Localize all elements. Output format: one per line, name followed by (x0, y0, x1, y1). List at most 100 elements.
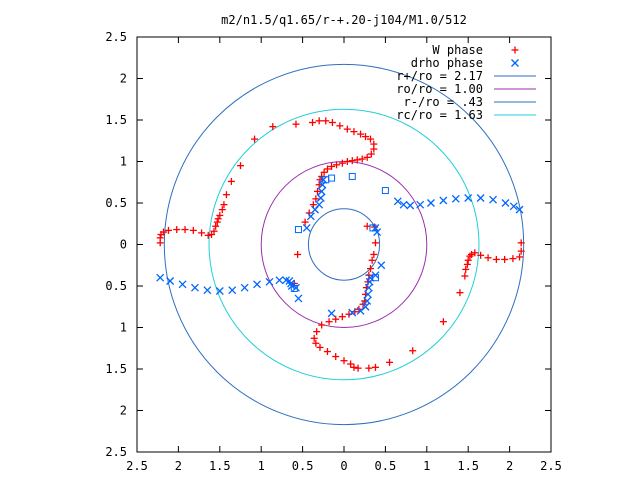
point-s1-22-d2 (364, 290, 372, 299)
point-s1-8-d2 (253, 280, 262, 289)
legend-label-4: r-/ro = .43 (404, 95, 483, 109)
point-s0-96 (466, 252, 474, 260)
point-s0-15 (216, 211, 224, 219)
y-tick-label: 1 (120, 321, 127, 335)
y-tick-label: 2 (120, 72, 127, 86)
point-s0-73 (332, 315, 340, 323)
point-s0-106 (517, 239, 525, 247)
x-tick-label: 0.5 (292, 459, 314, 473)
point-s0-100 (484, 254, 492, 262)
point-s1-11-d2 (282, 276, 290, 285)
point-s0-45 (323, 165, 331, 173)
data-points (156, 117, 525, 372)
point-s0-33 (366, 135, 374, 143)
point-s0-4 (164, 226, 172, 234)
x-tick-label: 2.5 (126, 459, 148, 473)
point-s0-38 (358, 155, 366, 163)
point-s0-81 (332, 353, 340, 361)
x-tick-label: 2.5 (540, 459, 562, 473)
point-s1-50 (515, 205, 524, 214)
point-s1-4 (203, 286, 212, 295)
point-s0-52 (309, 201, 317, 209)
point-s1-50-d2 (515, 205, 524, 214)
point-s0-18 (222, 191, 230, 199)
y-tick-label: 2 (120, 404, 127, 418)
point-s1-27-d2 (377, 261, 386, 270)
point-s1-42-d2 (426, 199, 435, 207)
point-s1-31-d2 (306, 212, 315, 221)
point-s1-16 (294, 294, 303, 303)
point-s1-38-d2 (393, 197, 402, 206)
point-s0-87 (371, 363, 379, 371)
point-s1-6-d2 (228, 286, 237, 295)
point-s0-46 (320, 168, 328, 176)
point-s1-18 (348, 308, 357, 317)
legend-label-0: W phase (432, 43, 483, 57)
point-s1-26-d2 (371, 271, 380, 280)
point-s0-101 (492, 255, 500, 263)
radius-circles (163, 63, 525, 426)
point-s1-3 (191, 283, 199, 292)
point-s2-1 (328, 174, 336, 182)
point-s1-2 (178, 280, 187, 289)
point-s2-7 (371, 274, 379, 282)
point-s1-30-d2 (302, 223, 311, 232)
point-s0-75 (318, 321, 326, 329)
point-s1-20-d2 (361, 302, 370, 311)
point-s1-48-d2 (501, 199, 510, 207)
point-s0-61 (368, 256, 376, 264)
point-s1-17 (327, 309, 336, 318)
point-s1-5-d2 (215, 287, 224, 295)
legend-label-3: ro/ro = 1.00 (396, 82, 483, 96)
point-s1-35 (317, 187, 326, 196)
point-s0-6 (181, 226, 189, 234)
point-s0-88 (386, 358, 394, 366)
point-s0-49 (315, 181, 323, 189)
point-s0-59 (371, 239, 379, 247)
legend-swatch-1 (511, 59, 519, 67)
point-s0-17 (220, 201, 228, 209)
point-s1-44-d2 (451, 194, 460, 203)
point-s1-39 (399, 200, 408, 209)
point-s2-4 (294, 226, 302, 234)
point-s0-62 (366, 265, 374, 273)
point-s1-37-d2 (319, 175, 328, 184)
point-s1-23-d2 (364, 283, 373, 292)
y-tick-label: 1 (120, 155, 127, 169)
point-s1-7-d2 (240, 283, 249, 292)
point-s0-86 (365, 364, 373, 372)
circle-r-1 (260, 161, 428, 328)
point-s1-33-d2 (315, 200, 324, 209)
legend-label-5: rc/ro = 1.63 (396, 108, 483, 122)
point-s0-5 (173, 226, 181, 234)
point-s0-13 (213, 218, 221, 226)
point-s1-47-d2 (489, 195, 497, 204)
y-tick-label: 2.5 (105, 30, 127, 44)
point-s0-83 (347, 360, 355, 368)
point-s0-40 (348, 157, 356, 165)
point-s1-22 (364, 290, 372, 299)
point-s1-10 (275, 276, 284, 285)
y-tick-label: 1.5 (105, 362, 127, 376)
point-s0-28 (336, 122, 344, 130)
point-s1-28 (371, 223, 380, 232)
point-s0-19 (227, 177, 235, 185)
point-s0-25 (315, 117, 323, 125)
point-s1-8 (253, 280, 262, 289)
point-s1-6 (228, 286, 237, 295)
legend-swatch-0 (511, 46, 519, 54)
point-s1-16-d2 (294, 294, 303, 303)
point-s1-35-d2 (317, 187, 326, 196)
point-s0-80 (323, 348, 331, 356)
point-s0-42 (338, 159, 346, 167)
x-tick-label: 0 (340, 459, 347, 473)
point-s1-44 (451, 194, 460, 203)
point-s0-79 (316, 343, 324, 351)
point-s0-12 (212, 222, 220, 230)
point-s1-45-d2 (464, 194, 473, 202)
point-s1-7 (240, 283, 249, 292)
point-s0-23 (292, 120, 300, 128)
point-s0-21 (251, 135, 259, 143)
